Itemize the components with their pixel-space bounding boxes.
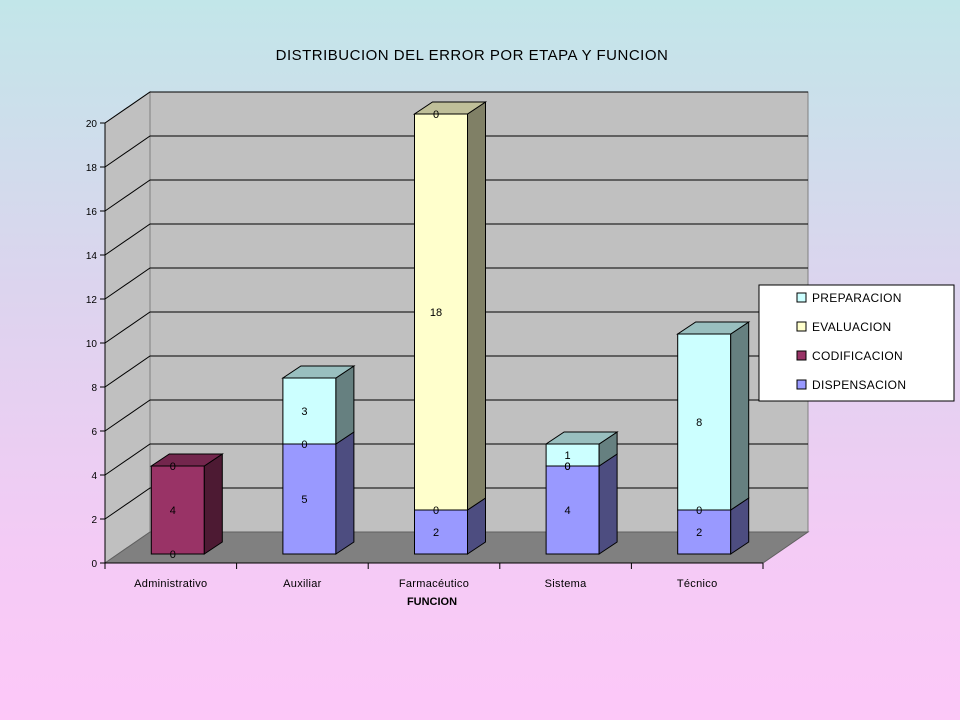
bar-evaluacion [414, 113, 468, 511]
data-label: 5 [301, 494, 307, 506]
data-label: 0 [433, 505, 439, 517]
bar-dispensacion [545, 465, 600, 555]
legend: PREPARACION EVALUACION CODIFICACION DISPENS… [758, 284, 955, 402]
bar-side [203, 453, 223, 555]
x-tick-label: Administrativo [134, 578, 207, 590]
gridline [104, 223, 808, 256]
y-tick-label: 20 [86, 119, 98, 130]
data-label: 0 [433, 109, 439, 121]
y-tick-label: 6 [91, 427, 97, 438]
data-label: 8 [696, 417, 702, 429]
legend-swatch [796, 379, 807, 390]
bar-top [149, 453, 224, 467]
bar-side [730, 321, 750, 511]
y-tick-label: 14 [86, 251, 98, 262]
gridline [104, 311, 808, 344]
legend-label: CODIFICACION [812, 349, 903, 363]
gridline [104, 355, 808, 388]
bar-top [281, 365, 356, 379]
data-label: 0 [565, 461, 571, 473]
data-label: 0 [301, 439, 307, 451]
y-tick-label: 18 [86, 163, 98, 174]
bar-dispensacion [414, 509, 468, 555]
legend-box [758, 284, 955, 402]
bar-dispensacion [282, 443, 337, 555]
bar-preparacion [282, 377, 337, 445]
y-tick-label: 0 [91, 559, 97, 570]
bar-side [467, 101, 486, 511]
data-label: 2 [433, 527, 439, 539]
data-label: 2 [696, 527, 702, 539]
bar-codificacion [150, 465, 205, 555]
bar-top [544, 431, 619, 445]
bar-dispensacion [677, 509, 732, 555]
gridline [104, 91, 808, 124]
x-tick-label: Auxiliar [283, 578, 322, 590]
data-label: 0 [170, 549, 176, 561]
gridline [104, 179, 808, 212]
gridline [104, 267, 808, 300]
legend-label: DISPENSACION [812, 378, 906, 392]
bar-top [676, 321, 751, 335]
data-label: 3 [301, 406, 307, 418]
y-tick-label: 12 [86, 295, 98, 306]
gridline [104, 399, 808, 432]
y-tick-label: 2 [91, 515, 97, 526]
bar-preparacion [545, 443, 600, 467]
x-tick-label: Sistema [545, 578, 587, 590]
bar-side [335, 365, 355, 445]
data-label: 1 [565, 450, 571, 462]
legend-swatch [796, 292, 807, 303]
data-label: 4 [565, 505, 571, 517]
legend-swatch [796, 350, 807, 361]
x-axis-title: FUNCION [407, 596, 457, 608]
legend-swatch [796, 321, 807, 332]
legend-label: PREPARACION [812, 291, 902, 305]
bar-side [335, 431, 355, 555]
bar-side [598, 453, 618, 555]
y-tick-label: 16 [86, 207, 98, 218]
data-label: 0 [696, 505, 702, 517]
data-label: 0 [565, 461, 571, 473]
data-label: 0 [170, 461, 176, 473]
bar-top [412, 101, 488, 115]
chart-title: DISTRIBUCION DEL ERROR POR ETAPA Y FUNCI… [276, 47, 669, 64]
legend-label: EVALUACION [812, 320, 891, 334]
y-tick-label: 4 [91, 471, 97, 482]
y-tick-label: 8 [91, 383, 97, 394]
y-tick-label: 10 [86, 339, 98, 350]
bar-preparacion [677, 333, 732, 511]
data-label: 18 [430, 307, 442, 319]
x-tick-label: Farmacéutico [399, 578, 469, 590]
x-tick-label: Técnico [677, 578, 718, 590]
gridline [104, 135, 808, 168]
data-label: 4 [170, 505, 176, 517]
